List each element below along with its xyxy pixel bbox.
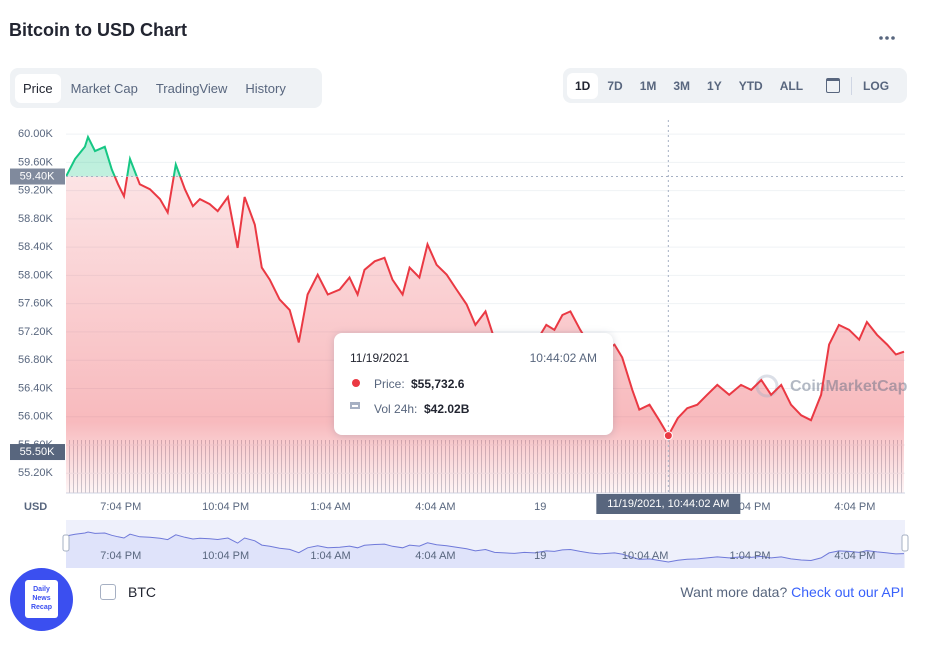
more-data: Want more data? (680, 584, 788, 600)
axis-label: USD (24, 501, 47, 513)
badge-text: News (32, 595, 51, 602)
y-tick-label: 58.80K (18, 213, 54, 225)
tab[interactable]: Market Cap (70, 80, 138, 96)
range-button[interactable]: 1Y (707, 78, 722, 93)
hover-point (663, 431, 673, 441)
y-tick-label: 56.80K (18, 354, 54, 366)
log-button[interactable]: LOG (863, 78, 890, 93)
navigator-handle (901, 534, 909, 552)
watermark: CoinMarketCap (790, 378, 908, 395)
range-bar: 1D 7D 1M 3M 1Y YTD ALL LOG (563, 68, 907, 103)
tab[interactable]: TradingView (155, 80, 228, 96)
x-tick-label: 1:04 AM (310, 501, 350, 513)
navigator-tick-label: 1:04 AM (310, 550, 350, 562)
navigator-line (65, 531, 905, 563)
x-tick-label: 19 (534, 501, 546, 513)
range-button[interactable]: YTD (738, 78, 763, 93)
tooltip-date: 11/19/2021 (350, 351, 410, 365)
price-line-down (66, 176, 905, 438)
y-tick-label: 58.00K (18, 269, 54, 281)
volume-value: $42.02B (424, 402, 470, 416)
badge-text: Recap (30, 604, 52, 611)
navigator-tick-label: 10:04 PM (202, 550, 249, 562)
navigator-tick-label: 19 (534, 550, 546, 562)
checkbox-label: BTC (128, 584, 156, 600)
range-button[interactable]: ALL (779, 78, 804, 93)
navigator-handle (62, 534, 70, 552)
crosshair-x-label: 11/19/2021, 10:44:02 AM (607, 498, 729, 510)
checkbox[interactable] (100, 584, 116, 600)
y-tick-label: 57.60K (18, 298, 54, 310)
tab[interactable]: History (245, 80, 286, 96)
y-tick-label: 59.60K (18, 156, 54, 168)
menu-dots[interactable] (879, 36, 895, 40)
y-tick-label: 60.00K (18, 128, 54, 140)
y-tick-label: 58.40K (18, 241, 54, 253)
y-tick-label: 55.20K (18, 467, 54, 479)
navigator-tick-label: 10:04 AM (622, 550, 668, 562)
crosshair-y-box (10, 444, 65, 461)
tooltip: 11/19/2021 10:44:02 AM Price: $55,732.6 … (334, 333, 613, 435)
price-value: $55,732.6 (411, 377, 465, 391)
navigator-tick-label: 4:04 PM (834, 550, 875, 562)
volume-label: Vol 24h: (374, 402, 418, 416)
tab-bar: Price Market Cap TradingView History (10, 68, 322, 108)
price-dot (352, 379, 360, 387)
y-tick-label: 57.20K (18, 326, 54, 338)
x-tick-label: 7:04 PM (100, 501, 141, 513)
y-tick-label: 56.00K (18, 411, 54, 423)
tab[interactable]: Price (15, 73, 61, 103)
separator (851, 76, 853, 95)
navigator-tick-label: 7:04 PM (100, 550, 141, 562)
navigator-tick-label: 1:04 PM (730, 550, 771, 562)
baseline-label: 59.40K (20, 170, 56, 182)
crosshair-x-box (596, 494, 741, 514)
watermark-logo (755, 374, 779, 398)
badge: Daily News Recap (10, 568, 73, 631)
baseline-box (10, 168, 65, 185)
calendar-button[interactable] (826, 78, 841, 93)
navigator-tick-label: 4:04 AM (415, 550, 455, 562)
range-button[interactable]: 7D (607, 78, 623, 93)
x-tick-label: 4:04 PM (834, 501, 875, 513)
api-link[interactable]: Check out our API (791, 584, 904, 600)
crosshair-y-label: 55.50K (20, 446, 56, 458)
title: Bitcoin to USD Chart (9, 20, 187, 40)
tooltip-time: 10:44:02 AM (529, 351, 597, 365)
x-tick-label: 10:04 PM (202, 501, 249, 513)
range-button[interactable]: 1D (567, 72, 599, 99)
y-tick-label: 56.40K (18, 382, 54, 394)
range-button[interactable]: 3M (673, 78, 691, 93)
x-tick-label: 4:04 AM (415, 501, 455, 513)
price-label: Price: (374, 377, 405, 391)
range-button[interactable]: 1M (639, 78, 657, 93)
badge-text: Daily (33, 586, 50, 593)
y-tick-label: 59.20K (18, 185, 54, 197)
volume-icon (350, 402, 360, 409)
